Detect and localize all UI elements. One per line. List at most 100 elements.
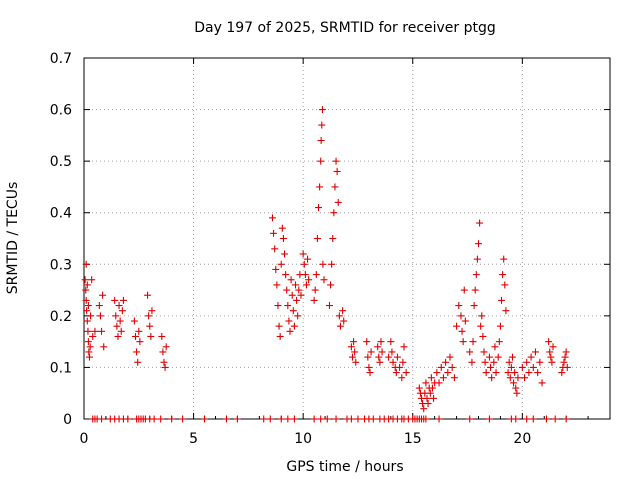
data-point	[518, 363, 526, 371]
data-point	[487, 363, 495, 371]
data-point	[546, 348, 554, 356]
data-point	[523, 358, 531, 366]
data-point	[305, 276, 313, 284]
data-point	[458, 327, 466, 335]
x-tick-label: 5	[189, 431, 198, 447]
data-point	[547, 353, 555, 361]
data-point	[426, 389, 434, 397]
data-point	[504, 369, 512, 377]
data-point	[495, 338, 503, 346]
data-point	[387, 338, 395, 346]
data-point	[270, 229, 278, 237]
data-point	[402, 369, 410, 377]
data-point	[560, 358, 568, 366]
data-point	[511, 369, 519, 377]
data-point	[502, 307, 510, 315]
data-point	[286, 327, 294, 335]
data-point	[179, 415, 187, 423]
data-point	[145, 312, 153, 320]
data-point	[455, 302, 463, 310]
y-tick-label: 0.6	[50, 103, 72, 119]
data-point	[466, 415, 474, 423]
data-point	[119, 296, 127, 304]
data-point	[268, 214, 276, 222]
x-tick-label: 15	[404, 431, 422, 447]
data-point	[563, 363, 571, 371]
data-point	[134, 358, 142, 366]
data-point	[506, 374, 514, 382]
data-point	[514, 374, 522, 382]
data-point	[548, 358, 556, 366]
data-point	[545, 338, 553, 346]
data-point	[287, 276, 295, 284]
data-point	[98, 327, 106, 335]
data-point	[521, 374, 529, 382]
data-point	[100, 343, 108, 351]
grid	[84, 58, 610, 419]
data-point	[85, 353, 93, 361]
data-point	[488, 374, 496, 382]
data-point	[135, 327, 143, 335]
data-point	[299, 250, 307, 258]
data-point	[301, 271, 309, 279]
data-point	[83, 317, 91, 325]
data-point	[291, 281, 299, 289]
data-point	[89, 332, 97, 340]
data-point	[446, 353, 454, 361]
data-point	[201, 415, 209, 423]
data-point	[496, 322, 504, 330]
data-point	[423, 394, 431, 402]
data-point	[113, 322, 121, 330]
chart-title: Day 197 of 2025, SRMTID for receiver ptg…	[194, 20, 496, 36]
data-point	[273, 281, 281, 289]
data-point	[289, 307, 297, 315]
plot-frame	[83, 57, 611, 420]
data-point	[332, 157, 340, 165]
data-point	[558, 369, 566, 377]
data-point	[562, 348, 570, 356]
data-point	[525, 369, 533, 377]
data-point	[115, 302, 123, 310]
data-point	[512, 415, 520, 423]
data-point	[312, 271, 320, 279]
data-point	[538, 379, 546, 387]
data-point	[274, 302, 282, 310]
y-tick-label: 0.2	[50, 309, 72, 325]
data-point	[332, 415, 340, 423]
data-point	[318, 121, 326, 129]
data-point	[470, 302, 478, 310]
data-point	[84, 327, 92, 335]
data-point	[536, 358, 544, 366]
data-point	[450, 374, 458, 382]
x-tick-label: 10	[294, 431, 312, 447]
data-point	[81, 276, 89, 284]
data-point	[388, 348, 396, 356]
data-point	[549, 343, 557, 351]
data-point	[485, 353, 493, 361]
data-point	[283, 286, 291, 294]
data-point	[278, 224, 286, 232]
data-point	[333, 167, 341, 175]
data-point	[369, 415, 377, 423]
data-point	[466, 348, 474, 356]
data-point	[146, 322, 154, 330]
data-point	[501, 281, 509, 289]
data-point	[351, 348, 359, 356]
data-point	[266, 415, 274, 423]
data-point	[277, 260, 285, 268]
data-point	[87, 312, 95, 320]
data-point	[469, 338, 477, 346]
data-point	[117, 327, 125, 335]
data-point	[275, 322, 283, 330]
data-point	[288, 291, 296, 299]
data-point	[479, 332, 487, 340]
data-point	[475, 240, 482, 248]
data-point	[366, 369, 374, 377]
data-point	[491, 343, 499, 351]
data-point	[542, 415, 550, 423]
data-point	[352, 358, 360, 366]
y-tick-label: 0.4	[50, 206, 72, 222]
data-point	[367, 348, 375, 356]
data-point	[124, 415, 132, 423]
